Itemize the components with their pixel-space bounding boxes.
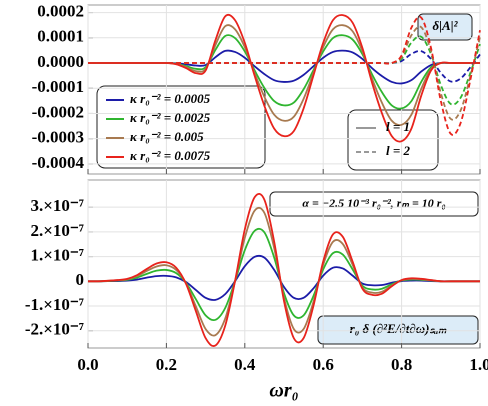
legend-label: κ r₀⁻² = 0.0005 xyxy=(130,91,211,106)
y-tick-label: 0.0002 xyxy=(37,1,84,20)
x-tick-label: 0.4 xyxy=(234,355,256,374)
y-tick-label: -0.0002 xyxy=(32,102,84,121)
legend-label: κ r₀⁻² = 0.005 xyxy=(130,129,204,144)
x-tick-label: 0.8 xyxy=(391,355,412,374)
x-tick-label: 0.6 xyxy=(313,355,334,374)
y-tick-label: 3.×10⁻⁷ xyxy=(30,196,84,215)
legend-label: κ r₀⁻² = 0.0025 xyxy=(130,110,211,125)
y-tick-label: 2.×10⁻⁷ xyxy=(30,221,84,240)
x-axis-label: ωr₀ xyxy=(269,380,298,402)
x-tick-label: 1.0 xyxy=(469,355,488,374)
y-tick-label: -0.0001 xyxy=(32,77,84,96)
annotation-box xyxy=(269,191,479,217)
y-tick-label: -0.0004 xyxy=(32,153,85,172)
y-tick-label: -1.×10⁻⁷ xyxy=(25,295,84,314)
style-legend-box xyxy=(347,109,439,171)
y-tick-label: 0.0001 xyxy=(37,27,84,46)
annotation: δ|A|² xyxy=(433,18,459,33)
y-tick-label: 0 xyxy=(76,270,85,289)
line xyxy=(87,50,481,83)
x-tick-label: 0.0 xyxy=(77,355,98,374)
style-legend-label: l = 2 xyxy=(386,143,411,158)
annotation-box xyxy=(317,315,479,345)
y-tick-label: -2.×10⁻⁷ xyxy=(25,320,84,339)
style-legend-label: l = 1 xyxy=(386,119,410,134)
y-tick-label: -0.0003 xyxy=(32,128,84,147)
x-tick-label: 0.2 xyxy=(156,355,177,374)
line xyxy=(87,49,480,85)
line xyxy=(87,15,481,136)
line xyxy=(87,254,480,301)
legend-label: κ r₀⁻² = 0.0075 xyxy=(130,148,211,163)
annotation: r₀ δ (∂²E/∂t∂ω)ₛᵤₘ xyxy=(350,321,448,336)
line xyxy=(87,192,480,347)
annotation: α = −2.5 10⁻³ r₀⁻², rₘ = 10 r₀ xyxy=(302,196,445,210)
annotation-box xyxy=(417,13,473,41)
y-tick-label: 0.0000 xyxy=(37,52,84,71)
legend-box xyxy=(96,85,266,169)
y-tick-label: 1.×10⁻⁷ xyxy=(30,245,84,264)
